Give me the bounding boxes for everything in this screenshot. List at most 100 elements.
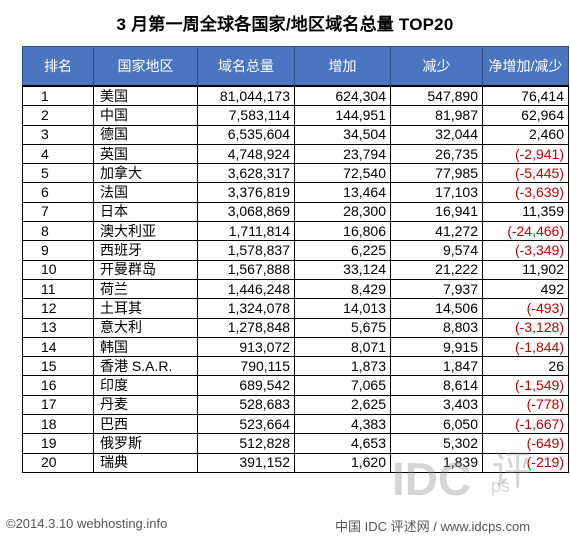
table-row: 19 俄罗斯 512,828 4,653 5,302 (-649) <box>22 433 569 454</box>
removed-cell: 9,574 <box>390 240 483 261</box>
table-row: 12 土耳其 1,324,078 14,013 14,506 (-493) <box>22 298 569 319</box>
net-change-cell: (-649) <box>482 433 569 454</box>
total-cell: 1,278,848 <box>197 317 295 338</box>
added-cell: 23,794 <box>294 143 391 165</box>
rank-cell: 10 <box>22 259 94 280</box>
added-cell: 28,300 <box>294 201 391 223</box>
table-row: 14 韩国 913,072 8,071 9,915 (-1,844) <box>22 336 569 358</box>
total-cell: 1,446,248 <box>197 278 295 300</box>
removed-cell: 16,941 <box>390 201 483 223</box>
added-cell: 4,653 <box>294 433 391 454</box>
total-cell: 3,376,819 <box>197 182 295 203</box>
rank-cell: 8 <box>22 221 94 242</box>
total-cell: 3,628,317 <box>197 163 295 184</box>
net-change-cell: 2,460 <box>482 124 569 145</box>
region-cell: 美国 <box>93 85 198 107</box>
site-credit: 中国 IDC 评述网 / www.idcps.com <box>335 519 531 534</box>
region-cell: 土耳其 <box>93 298 198 319</box>
added-cell: 8,429 <box>294 278 391 300</box>
column-header: 排名 <box>22 46 94 87</box>
added-cell: 2,625 <box>294 394 391 416</box>
removed-cell: 6,050 <box>390 414 483 435</box>
net-change-cell: 76,414 <box>482 85 569 107</box>
region-cell: 中国 <box>93 105 198 126</box>
net-change-cell: (-3,128) <box>482 317 569 338</box>
column-header: 净增加/减少 <box>482 46 569 87</box>
removed-cell: 547,890 <box>390 85 483 107</box>
region-cell: 瑞典 <box>93 452 198 473</box>
added-cell: 13,464 <box>294 182 391 203</box>
table-body: 1 美国 81,044,173 624,304 547,890 76,414 2 中国 7,58… <box>22 85 569 473</box>
added-cell: 72,540 <box>294 163 391 184</box>
added-cell: 144,951 <box>294 105 391 126</box>
net-change-cell: (-1,844) <box>482 336 569 358</box>
region-cell: 加拿大 <box>93 163 198 184</box>
removed-cell: 26,735 <box>390 143 483 165</box>
region-cell: 印度 <box>93 375 198 396</box>
removed-cell: 8,803 <box>390 317 483 338</box>
net-change-cell: (-493) <box>482 298 569 319</box>
added-cell: 4,383 <box>294 414 391 435</box>
removed-cell: 14,506 <box>390 298 483 319</box>
total-cell: 1,324,078 <box>197 298 295 319</box>
region-cell: 西班牙 <box>93 240 198 261</box>
total-cell: 689,542 <box>197 375 295 396</box>
total-cell: 6,535,604 <box>197 124 295 145</box>
added-cell: 6,225 <box>294 240 391 261</box>
domain-ranking-table: 排名 国家地区 域名总量 增加 减少 净增加/减少 1 美国 81,044,173 624,30… <box>22 46 569 473</box>
net-change-cell: 11,359 <box>482 201 569 223</box>
removed-cell: 9,915 <box>390 336 483 358</box>
rank-cell: 13 <box>22 317 94 338</box>
total-cell: 391,152 <box>197 452 295 473</box>
net-change-cell: (-1,549) <box>482 375 569 396</box>
total-cell: 7,583,114 <box>197 105 295 126</box>
net-change-cell: (-778) <box>482 394 569 416</box>
total-cell: 4,748,924 <box>197 143 295 165</box>
rank-cell: 17 <box>22 394 94 416</box>
rank-cell: 2 <box>22 105 94 126</box>
removed-cell: 41,272 <box>390 221 483 242</box>
region-cell: 开曼群岛 <box>93 259 198 280</box>
added-cell: 5,675 <box>294 317 391 338</box>
region-cell: 德国 <box>93 124 198 145</box>
region-cell: 法国 <box>93 182 198 203</box>
table-header-row: 排名 国家地区 域名总量 增加 减少 净增加/减少 <box>22 46 569 87</box>
region-cell: 巴西 <box>93 414 198 435</box>
net-change-cell: (-5,445) <box>482 163 569 184</box>
table-row: 13 意大利 1,278,848 5,675 8,803 (-3,128) <box>22 317 569 338</box>
net-change-cell: 11,902 <box>482 259 569 280</box>
region-cell: 英国 <box>93 143 198 165</box>
total-cell: 523,664 <box>197 414 295 435</box>
net-change-cell: 492 <box>482 278 569 300</box>
column-header: 域名总量 <box>197 46 295 87</box>
added-cell: 14,013 <box>294 298 391 319</box>
removed-cell: 77,985 <box>390 163 483 184</box>
region-cell: 俄罗斯 <box>93 433 198 454</box>
total-cell: 790,115 <box>197 356 295 377</box>
added-cell: 34,504 <box>294 124 391 145</box>
rank-cell: 11 <box>22 278 94 300</box>
net-change-cell: (-3,349) <box>482 240 569 261</box>
net-change-cell: (-24,466) <box>482 221 569 242</box>
rank-cell: 18 <box>22 414 94 435</box>
rank-cell: 7 <box>22 201 94 223</box>
table-row: 6 法国 3,376,819 13,464 17,103 (-3,639) <box>22 182 569 203</box>
added-cell: 8,071 <box>294 336 391 358</box>
removed-cell: 5,302 <box>390 433 483 454</box>
removed-cell: 21,222 <box>390 259 483 280</box>
column-header: 国家地区 <box>93 46 198 87</box>
removed-cell: 1,839 <box>390 452 483 473</box>
total-cell: 1,578,837 <box>197 240 295 261</box>
table-row: 5 加拿大 3,628,317 72,540 77,985 (-5,445) <box>22 163 569 184</box>
net-change-cell: (-219) <box>482 452 569 473</box>
total-cell: 528,683 <box>197 394 295 416</box>
added-cell: 7,065 <box>294 375 391 396</box>
net-change-cell: (-3,639) <box>482 182 569 203</box>
table-row: 1 美国 81,044,173 624,304 547,890 76,414 <box>22 85 569 107</box>
region-cell: 意大利 <box>93 317 198 338</box>
total-cell: 1,567,888 <box>197 259 295 280</box>
watermark-sub: ps <box>491 476 511 496</box>
net-change-cell: 26 <box>482 356 569 377</box>
column-header: 增加 <box>294 46 391 87</box>
table-row: 11 荷兰 1,446,248 8,429 7,937 492 <box>22 278 569 300</box>
